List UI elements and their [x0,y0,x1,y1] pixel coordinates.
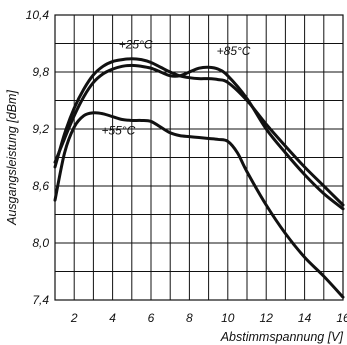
x-tick-label: 8 [186,311,193,325]
x-tick-label: 16 [336,311,347,325]
x-tick-label: 10 [221,311,235,325]
x-tick-label: 4 [109,311,116,325]
x-tick-label: 12 [260,311,274,325]
curve-annotations: +25°C +85°C +55°C [101,37,250,137]
x-tick-label: 14 [298,311,312,325]
y-tick-label: 7,4 [32,293,49,307]
series-line [53,63,345,211]
y-tick-label: 8,0 [32,236,49,250]
x-tick-label: 2 [70,311,78,325]
series-curves [53,57,345,299]
plot-frame [54,14,344,301]
x-tick-label: 6 [148,311,155,325]
series-annotation: +55°C [101,124,135,138]
y-tick-label: 9,2 [32,122,49,136]
y-tick-label: 10,4 [26,8,50,22]
series-annotation: +25°C [119,37,153,51]
y-tick-labels: 7,4 8,0 8,6 9,2 9,8 10,4 [26,8,50,307]
x-axis-title: Abstimmspannung [V] [220,330,344,344]
series-annotation: +85°C [217,44,251,58]
series-line [53,57,345,207]
y-axis-title: Ausgangsleistung [dBm] [5,90,19,226]
y-tick-label: 8,6 [32,179,49,193]
y-tick-label: 9,8 [32,65,49,79]
grid [54,14,344,301]
series-line [53,111,345,299]
x-tick-labels: 2 4 6 8 10 12 14 16 [70,311,347,325]
